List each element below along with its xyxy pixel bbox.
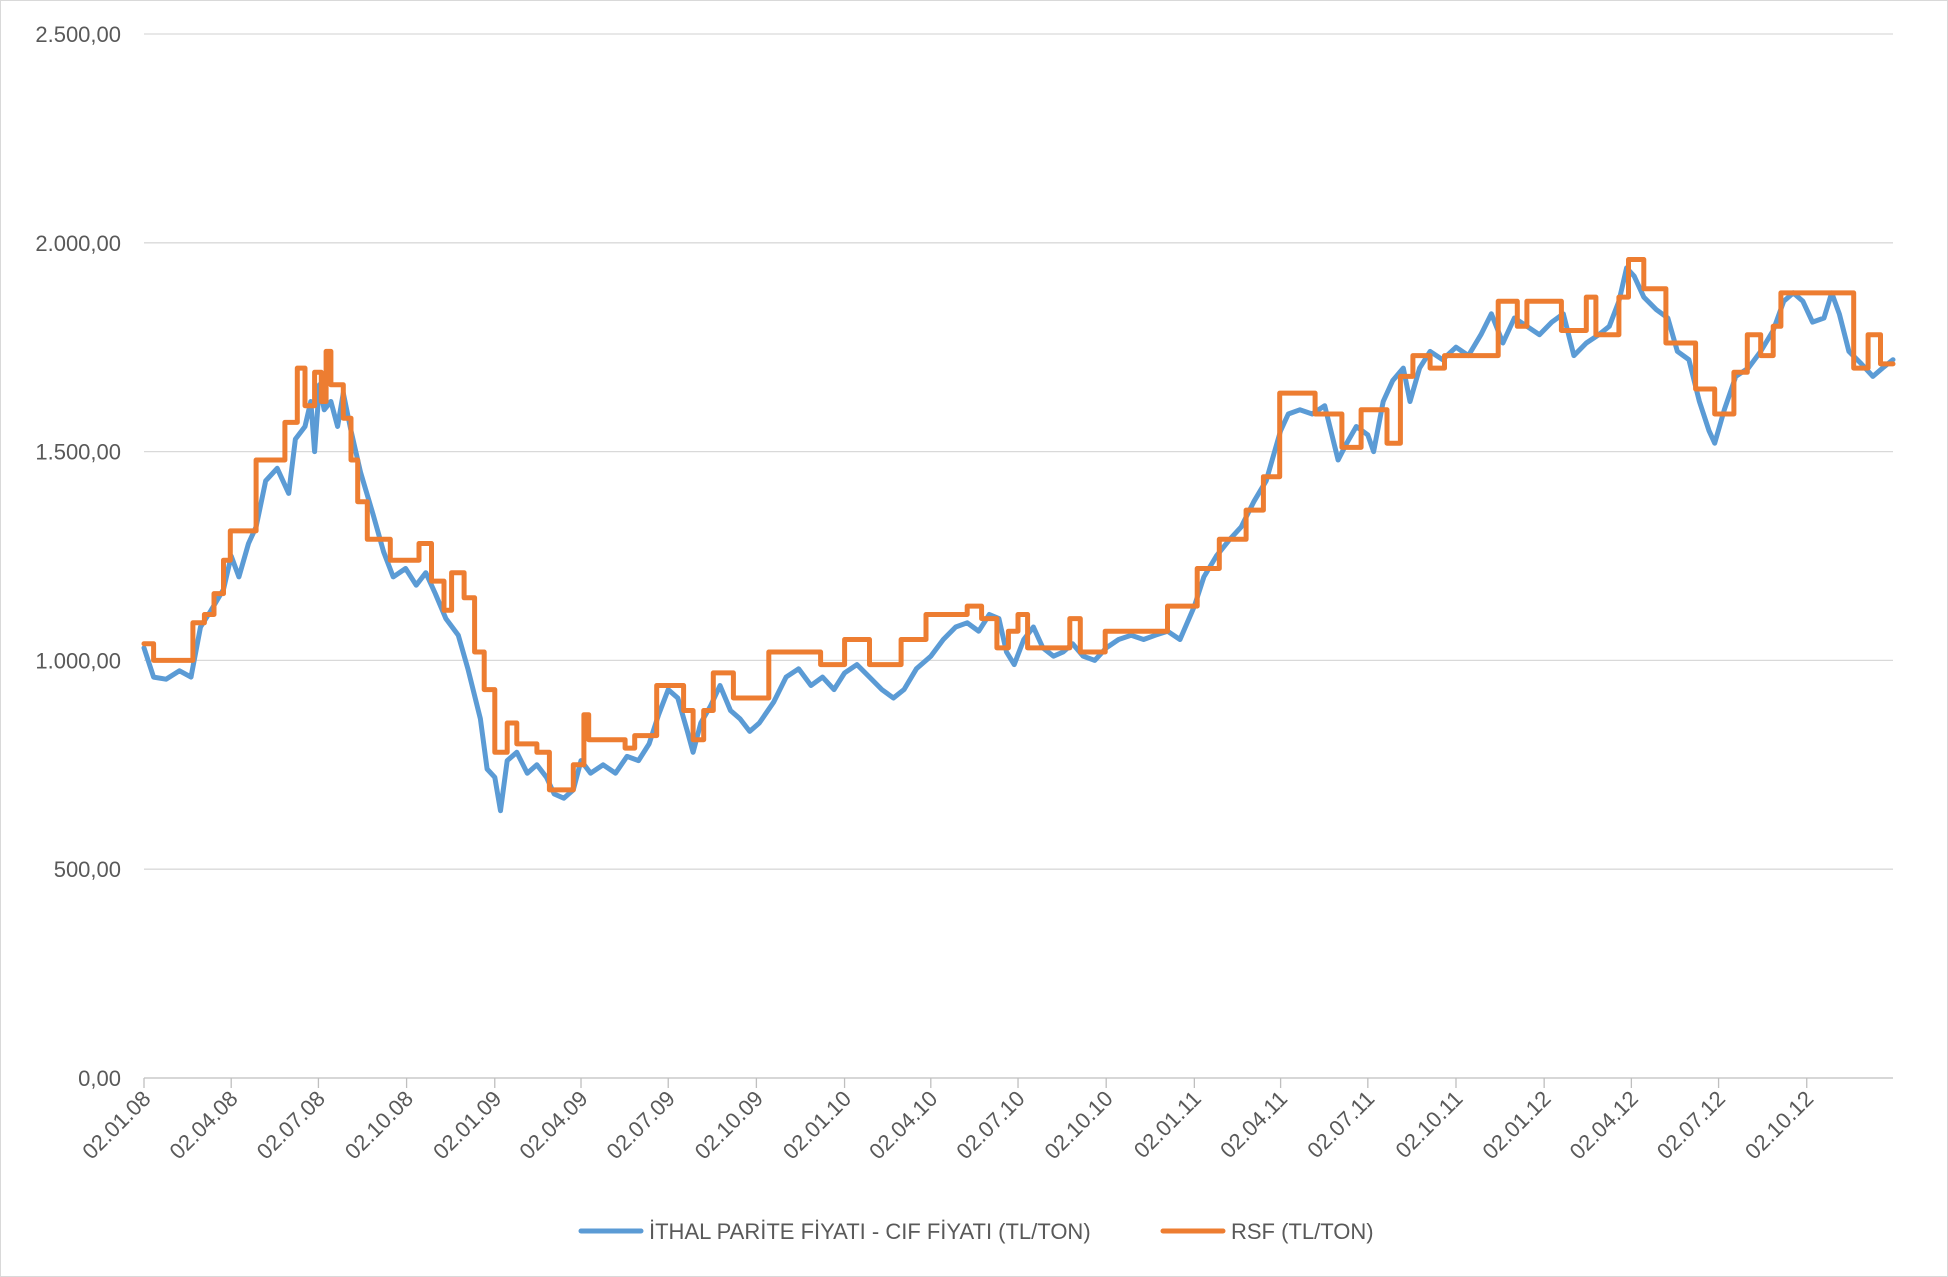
x-tick-label: 02.10.08 <box>340 1086 418 1164</box>
x-tick-label: 02.10.10 <box>1039 1086 1117 1164</box>
x-tick-label: 02.10.11 <box>1390 1086 1467 1163</box>
x-tick-label: 02.01.10 <box>778 1086 856 1164</box>
x-tick-label: 02.04.12 <box>1565 1086 1643 1164</box>
x-tick-label: 02.01.11 <box>1129 1086 1206 1163</box>
x-tick-label: 02.01.09 <box>428 1086 506 1164</box>
gridlines <box>144 33 1893 1079</box>
y-tick-label: 500,00 <box>54 857 121 882</box>
y-tick-label: 0,00 <box>78 1066 121 1091</box>
y-tick-label: 1.000,00 <box>35 648 121 673</box>
x-tick-label: 02.01.12 <box>1477 1086 1555 1164</box>
x-tick-label: 02.04.11 <box>1215 1086 1292 1163</box>
y-tick-label: 2.000,00 <box>35 231 121 256</box>
x-tick-label: 02.07.09 <box>602 1086 680 1164</box>
x-tick-label: 02.01.08 <box>77 1086 155 1164</box>
x-tick-label: 02.07.08 <box>252 1086 330 1164</box>
x-tick-label: 02.04.08 <box>165 1086 243 1164</box>
x-tick-label: 02.10.09 <box>690 1086 768 1164</box>
y-tick-label: 2.500,00 <box>35 22 121 47</box>
x-tick-label: 02.07.12 <box>1652 1086 1730 1164</box>
legend: İTHAL PARİTE FİYATI - CIF FİYATI (TL/TON… <box>578 1219 1374 1244</box>
x-tick-label: 02.10.12 <box>1740 1086 1818 1164</box>
x-axis-tick-labels: 02.01.08 02.04.08 02.07.08 02.10.08 02.01.09… <box>77 1078 1818 1164</box>
y-tick-label: 1.500,00 <box>35 440 121 465</box>
x-tick-label: 02.04.10 <box>864 1086 942 1164</box>
y-axis-tick-labels: 0,00 500,00 1.000,00 1.500,00 2.000,00 2.500,… <box>35 22 121 1091</box>
legend-label: İTHAL PARİTE FİYATI - CIF FİYATI (TL/TON… <box>649 1219 1091 1244</box>
series-lines <box>141 257 1896 814</box>
x-tick-label: 02.07.11 <box>1302 1086 1379 1163</box>
series-line-ithal-parite <box>141 265 1896 814</box>
legend-label: RSF (TL/TON) <box>1231 1219 1374 1244</box>
x-tick-label: 02.04.09 <box>514 1086 592 1164</box>
series-line-rsf <box>141 257 1896 793</box>
x-tick-label: 02.07.10 <box>951 1086 1029 1164</box>
